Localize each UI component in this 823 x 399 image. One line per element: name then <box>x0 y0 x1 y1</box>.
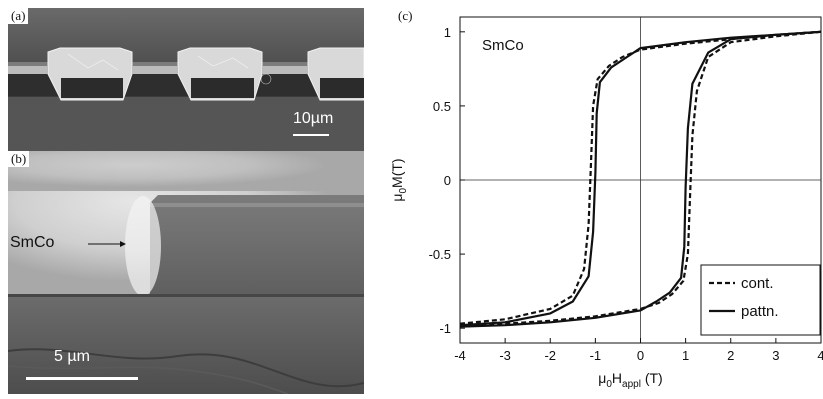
sem-image-patterned-cross-section: (a) 10µm <box>8 8 364 151</box>
hysteresis-chart: -4 -3 -2 -1 0 1 2 3 4 1 0.5 0 -0.5 -1 SmCo cont. pattn. μ… <box>389 16 823 390</box>
x-tick-label: 1 <box>682 348 689 363</box>
smco-arrow-label: SmCo <box>10 234 55 251</box>
series-cont-lower-branch <box>459 30 822 328</box>
y-tick-label: 0.5 <box>433 99 451 114</box>
y-tick-label: -0.5 <box>429 247 451 262</box>
sem-image-a-graphic <box>8 8 364 151</box>
y-tick-label: 0 <box>444 173 451 188</box>
y-axis-label: μ0M(T) <box>389 158 409 201</box>
x-tick-label: -2 <box>544 348 556 363</box>
x-tick-label: 0 <box>637 348 644 363</box>
scale-bar-label-a: 10µm <box>293 110 334 127</box>
plot-area: -4 -3 -2 -1 0 1 2 3 4 1 0.5 0 -0.5 -1 SmCo cont. pattn. μ… <box>389 16 823 390</box>
series-pattn-lower-branch <box>459 30 822 328</box>
series-cont-upper-branch <box>459 30 822 325</box>
x-tick-label: -3 <box>499 348 511 363</box>
x-tick-label: -1 <box>590 348 602 363</box>
chart-annotation-smco: SmCo <box>482 37 524 54</box>
x-axis-label: μ0Happl (T) <box>598 370 662 390</box>
x-tick-label: 4 <box>817 348 823 363</box>
panel-c-label: (c) <box>398 8 413 24</box>
legend-label: cont. <box>741 275 774 292</box>
sem-image-closeup: (b) SmCo 5 µm <box>8 151 364 394</box>
x-tick-label: 2 <box>727 348 734 363</box>
panel-a-label: (a) <box>8 8 29 24</box>
sem-image-b-graphic <box>8 151 364 394</box>
x-tick-label: 3 <box>772 348 779 363</box>
y-tick-label: -1 <box>439 321 451 336</box>
scale-bar-label-b: 5 µm <box>54 348 90 365</box>
legend-box <box>700 264 821 336</box>
x-tick-label: -4 <box>454 348 466 363</box>
legend-label: pattn. <box>741 303 779 320</box>
y-tick-label: 1 <box>444 25 451 40</box>
panel-b-label: (b) <box>8 151 30 167</box>
series-pattn-upper-branch <box>459 30 822 327</box>
